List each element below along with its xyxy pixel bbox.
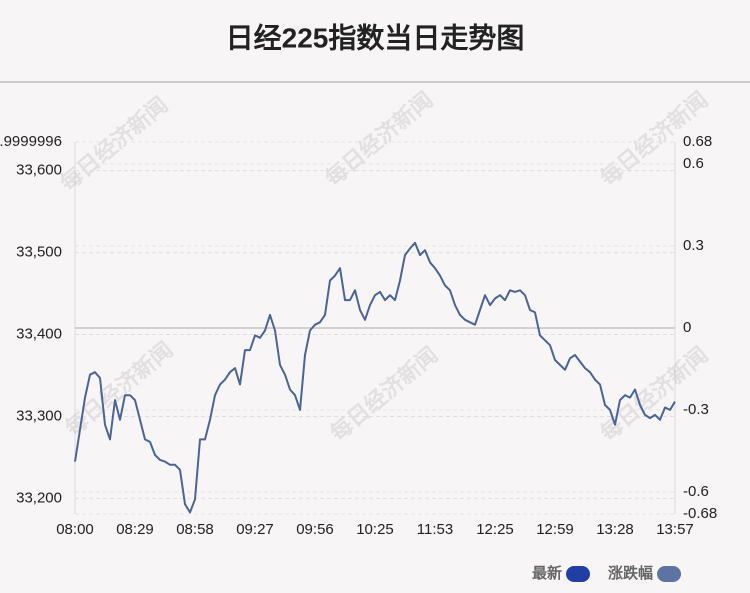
- x-tick-label: 09:56: [296, 521, 334, 538]
- x-tick-label: 10:25: [356, 521, 394, 538]
- legend-label: 涨跌幅: [608, 564, 653, 582]
- y2-tick-label: 0.3: [683, 237, 704, 254]
- x-tick-label: 08:29: [116, 521, 154, 538]
- y2-tick-label: 0.68: [683, 133, 712, 150]
- y-tick-label: 33,300: [16, 407, 62, 424]
- x-tick-label: 08:58: [176, 521, 214, 538]
- x-tick-label: 13:28: [596, 521, 634, 538]
- y2-tick-label: 0: [683, 319, 691, 336]
- y2-tick-label: -0.68: [683, 505, 717, 522]
- x-tick-label: 08:00: [56, 521, 94, 538]
- x-tick-label: 11:53: [417, 521, 453, 538]
- watermark: 每日经济新闻: [60, 337, 178, 442]
- watermark: 每日经济新闻: [595, 342, 713, 447]
- watermark: 每日经济新闻: [55, 92, 173, 197]
- watermark: 每日经济新闻: [325, 342, 443, 447]
- y-tick-label: 33,200: [16, 489, 62, 506]
- legend-swatch: [566, 566, 591, 582]
- x-tick-label: 13:57: [656, 521, 694, 538]
- legend-swatch: [657, 566, 682, 582]
- y2-tick-label: -0.6: [683, 483, 709, 500]
- watermark: 每日经济新闻: [320, 87, 438, 192]
- y2-tick-label: 0.6: [683, 155, 704, 172]
- y-tick-label: 33,600: [16, 162, 62, 179]
- x-tick-label: 09:27: [236, 521, 274, 538]
- y-tick-label: 33,500: [16, 244, 62, 261]
- x-tick-label: 12:25: [476, 521, 514, 538]
- y-tick-label: 33,400: [16, 326, 62, 343]
- chart-title: 日经225指数当日走势图: [226, 21, 525, 53]
- y2-tick-label: -0.3: [683, 401, 709, 418]
- y-tick-label: 33,634.9999996: [0, 133, 62, 150]
- price-line: [74, 241, 676, 514]
- x-tick-label: 12:59: [536, 521, 574, 538]
- legend-label: 最新: [532, 564, 562, 582]
